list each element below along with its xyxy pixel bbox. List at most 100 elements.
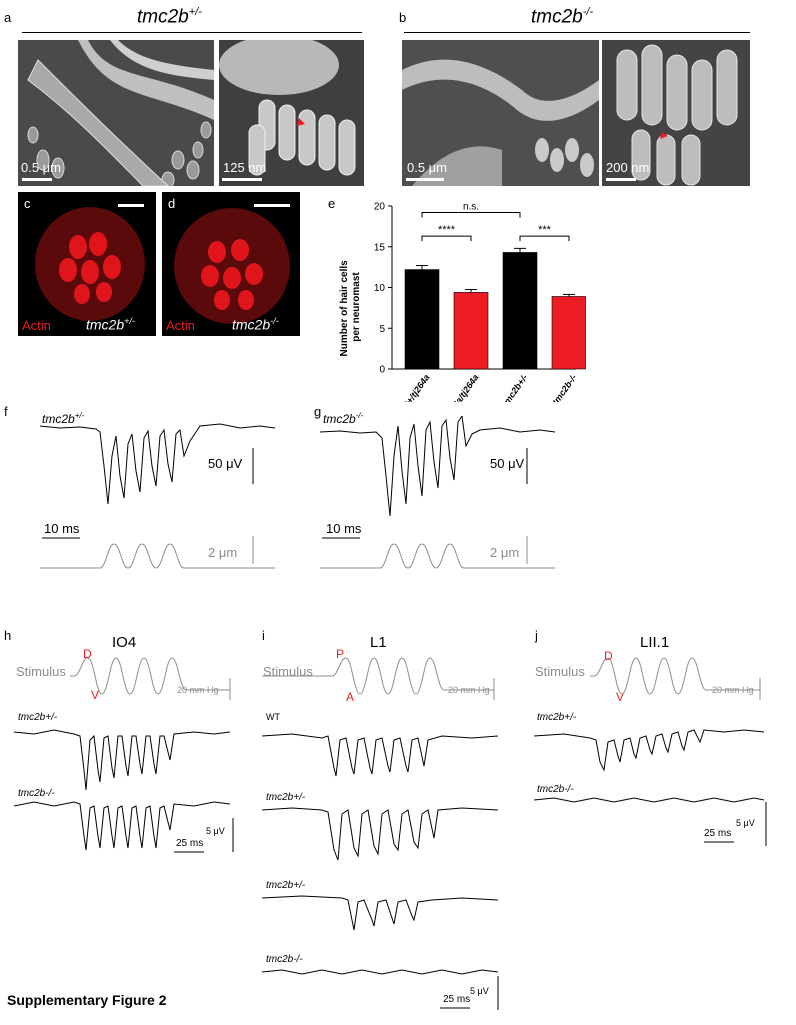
panel-letter-i: i xyxy=(262,628,265,643)
sig-bracket-2 xyxy=(421,212,521,218)
sem-a-right-drawing xyxy=(219,40,364,186)
y-tick-label: 5 xyxy=(379,324,385,335)
response-trace-j-2 xyxy=(534,797,765,803)
volt-scale-label-g: 50 μV xyxy=(490,456,525,471)
panel-a-rule xyxy=(22,32,362,33)
genotype-label-c: tmc2b+/- xyxy=(86,316,135,333)
sem-b-left-drawing xyxy=(402,40,599,186)
trace-label-j-1: tmc2b+/- xyxy=(537,712,577,723)
category-label-3: tmc2b-/- xyxy=(550,372,578,402)
panel-letter-g: g xyxy=(314,404,322,419)
response-trace-i-1 xyxy=(262,733,499,777)
hair-cell-bar-chart: Number of hair cells per neuromast 0 5 10 1… xyxy=(339,202,586,402)
response-trace-i-4 xyxy=(262,969,499,975)
direction-label-j-1: D xyxy=(604,649,613,663)
y-axis-label-line2: per neuromast xyxy=(351,272,362,342)
time-scale-label-h: 25 ms xyxy=(176,838,204,849)
panel-letter-c: c xyxy=(24,196,31,211)
panel-j-title: LII.1 xyxy=(640,634,670,651)
panel-letter-j: j xyxy=(535,628,538,643)
stimulus-trace-i xyxy=(262,657,494,695)
panel-letter-a: a xyxy=(4,10,12,25)
scale-label-a-right: 125 nm xyxy=(223,160,267,175)
trace-label-i-3: tmc2b+/- xyxy=(266,880,306,891)
sem-image-a-right xyxy=(219,40,364,186)
mechanotransduction-trace-g xyxy=(320,416,556,569)
volt-scale-label-j: 5 μV xyxy=(736,818,755,828)
category-label-2: tmc2b+/+, tmc2b+/- xyxy=(475,372,530,402)
stimulus-label-j: Stimulus xyxy=(535,664,585,679)
category-labels: cdh23+/tj264acdh23tj264a/tj264atmc2b+/+,… xyxy=(389,372,578,402)
sig-label-1: *** xyxy=(538,224,552,236)
fluorescence-image-c xyxy=(18,192,156,336)
fluo-c-drawing xyxy=(18,192,156,336)
sig-bracket-0 xyxy=(421,235,472,242)
significance-brackets: **** ***n.s. xyxy=(421,202,570,242)
panel-letter-d: d xyxy=(168,196,176,211)
time-scale-label-i: 25 ms xyxy=(443,994,471,1005)
stimulus-trace-f xyxy=(40,543,275,569)
scale-label-b-right: 200 nm xyxy=(606,160,650,175)
y-tick-label: 0 xyxy=(379,365,385,376)
response-trace-h-1 xyxy=(14,729,231,791)
lateral-line-traces-i xyxy=(262,657,499,1010)
trace-label-h-2: tmc2b-/- xyxy=(18,788,55,799)
bar-3 xyxy=(551,296,586,370)
y-axis-label-line1: Number of hair cells xyxy=(339,260,350,357)
direction-label-h-1: D xyxy=(83,647,92,661)
stain-label-d: Actin xyxy=(166,318,195,333)
bars xyxy=(404,247,586,370)
lateral-line-traces-j xyxy=(534,657,767,846)
y-tick-label: 10 xyxy=(374,283,386,294)
sem-image-b-left xyxy=(402,40,599,186)
scale-label-b-left: 0.5 μm xyxy=(407,160,448,175)
scale-bar-a-right xyxy=(222,178,262,181)
trace-label-h-1: tmc2b+/- xyxy=(18,712,58,723)
response-trace-g xyxy=(320,416,556,517)
response-trace-j-1 xyxy=(534,729,765,772)
genotype-label-g: tmc2b-/- xyxy=(323,411,364,426)
disp-scale-label-g: 2 μm xyxy=(490,545,520,560)
sem-b-right-drawing xyxy=(602,40,750,186)
panel-b-title: tmc2b-/- xyxy=(531,6,594,28)
sig-label-0: **** xyxy=(438,224,456,236)
bar-2 xyxy=(502,252,538,370)
stain-label-c: Actin xyxy=(22,318,51,333)
panel-h-title: IO4 xyxy=(112,634,137,651)
y-axis-label: Number of hair cells per neuromast xyxy=(339,258,362,357)
scale-label-a-left: 0.5 μm xyxy=(21,160,62,175)
stimulus-trace-h xyxy=(70,657,230,695)
direction-label-i-2: A xyxy=(346,690,355,704)
panel-letter-e: e xyxy=(328,196,336,211)
direction-label-j-2: V xyxy=(616,690,625,704)
scale-bar-b-right xyxy=(606,178,636,181)
trace-label-i-2: tmc2b+/- xyxy=(266,792,306,803)
bar-0 xyxy=(404,269,440,370)
fluo-d-drawing xyxy=(162,192,300,336)
response-trace-i-3 xyxy=(262,895,499,931)
stimulus-label-i: Stimulus xyxy=(263,664,313,679)
volt-scale-label-i: 5 μV xyxy=(470,986,489,996)
trace-label-i-1: WT xyxy=(266,712,280,722)
sem-image-a-left xyxy=(18,40,214,186)
volt-scale-label-h: 5 μV xyxy=(206,826,225,836)
figure-caption: Supplementary Figure 2 xyxy=(7,992,167,1008)
category-label-0: cdh23+/tj264a xyxy=(389,372,431,402)
response-trace-h-2 xyxy=(14,801,231,851)
scale-bar-a-left xyxy=(22,178,52,181)
mechanotransduction-trace-f xyxy=(40,423,276,569)
fluorescence-image-d xyxy=(162,192,300,336)
category-label-1: cdh23tj264a/tj264a xyxy=(427,372,481,402)
response-trace-f xyxy=(40,423,276,505)
trace-label-j-2: tmc2b-/- xyxy=(537,784,574,795)
y-tick-label: 20 xyxy=(374,202,386,213)
panel-b-rule xyxy=(404,32,750,33)
time-scale-label-f: 10 ms xyxy=(44,521,80,536)
panel-letter-h: h xyxy=(4,628,12,643)
panel-letter-f: f xyxy=(4,404,8,419)
trace-label-i-4: tmc2b-/- xyxy=(266,954,303,965)
genotype-label-f: tmc2b+/- xyxy=(42,411,85,426)
sem-image-b-right xyxy=(602,40,750,186)
genotype-label-d: tmc2b-/- xyxy=(232,316,279,333)
sig-label-2: n.s. xyxy=(463,202,479,213)
